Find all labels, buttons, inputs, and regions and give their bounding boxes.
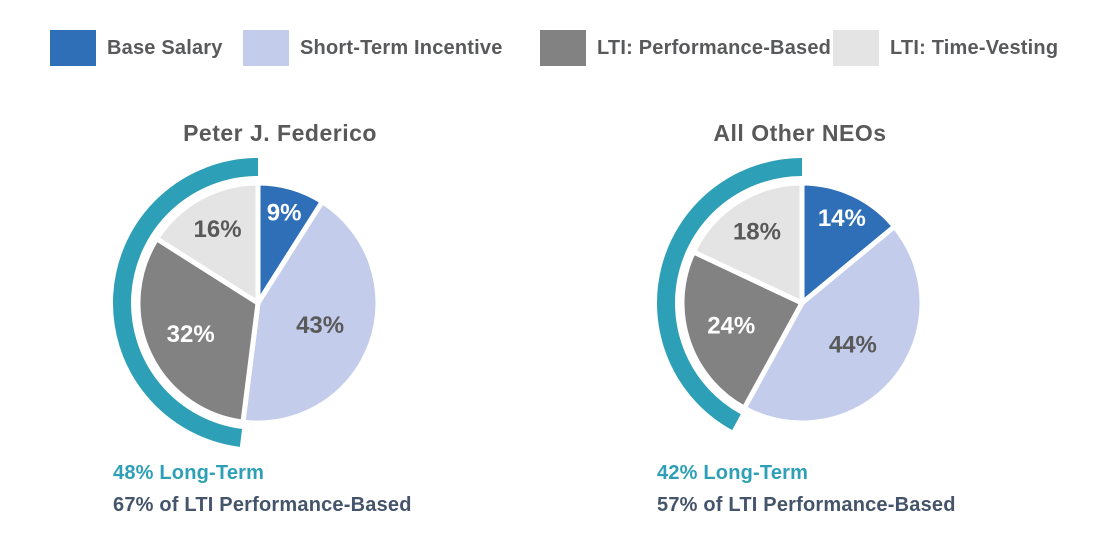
short-term-incentive-swatch [243, 30, 289, 66]
pie-slice-label-lti-time-vesting: 16% [194, 216, 242, 243]
lti-performance-based-swatch [540, 30, 586, 66]
legend-item-base-salary: Base Salary [50, 30, 223, 66]
legend-item-lti-performance-based: LTI: Performance-Based [540, 30, 831, 66]
chart-title-all-other-neos: All Other NEOs [713, 120, 887, 146]
long-term-highlight-arc [657, 158, 803, 431]
chart-title-peter-j-federico: Peter J. Federico [183, 120, 377, 146]
pie-slice-label-short-term-incentive: 44% [829, 332, 877, 359]
pie-chart-all-other-neos: 14% 44% 24% 18% [657, 158, 925, 431]
legend-label: Short-Term Incentive [300, 36, 503, 59]
pie-slice-label-base-salary: 9% [267, 200, 302, 227]
lti-performance-caption: 67% of LTI Performance-Based [113, 494, 412, 516]
legend-item-lti-time-vesting: LTI: Time-Vesting [833, 30, 1058, 66]
long-term-highlight-arc [113, 158, 259, 447]
lti-performance-caption: 57% of LTI Performance-Based [657, 494, 956, 516]
pie-chart-peter-j-federico: 9% 43% 32% 16% [113, 158, 381, 447]
pie-slice-label-base-salary: 14% [818, 205, 866, 232]
legend-label: Base Salary [107, 36, 223, 59]
pie-slice-lti-time-vesting [690, 180, 805, 306]
pie-slice-short-term-incentive [240, 199, 381, 426]
pie-slice-label-lti-performance-based: 32% [167, 321, 215, 348]
legend-item-short-term-incentive: Short-Term Incentive [243, 30, 503, 66]
long-term-caption: 48% Long-Term [113, 462, 265, 484]
base-salary-swatch [50, 30, 96, 66]
pie-slice-short-term-incentive [741, 224, 925, 426]
pie-slice-base-salary [799, 180, 897, 306]
long-term-caption: 42% Long-Term [657, 462, 809, 484]
pie-slice-label-short-term-incentive: 43% [296, 312, 344, 339]
lti-time-vesting-swatch [833, 30, 879, 66]
legend-label: LTI: Performance-Based [597, 36, 832, 59]
pie-slice-label-lti-performance-based: 24% [707, 312, 755, 339]
legend-label: LTI: Time-Vesting [890, 36, 1059, 59]
pie-slice-label-lti-time-vesting: 18% [733, 219, 781, 246]
pie-slice-lti-time-vesting [154, 180, 261, 306]
